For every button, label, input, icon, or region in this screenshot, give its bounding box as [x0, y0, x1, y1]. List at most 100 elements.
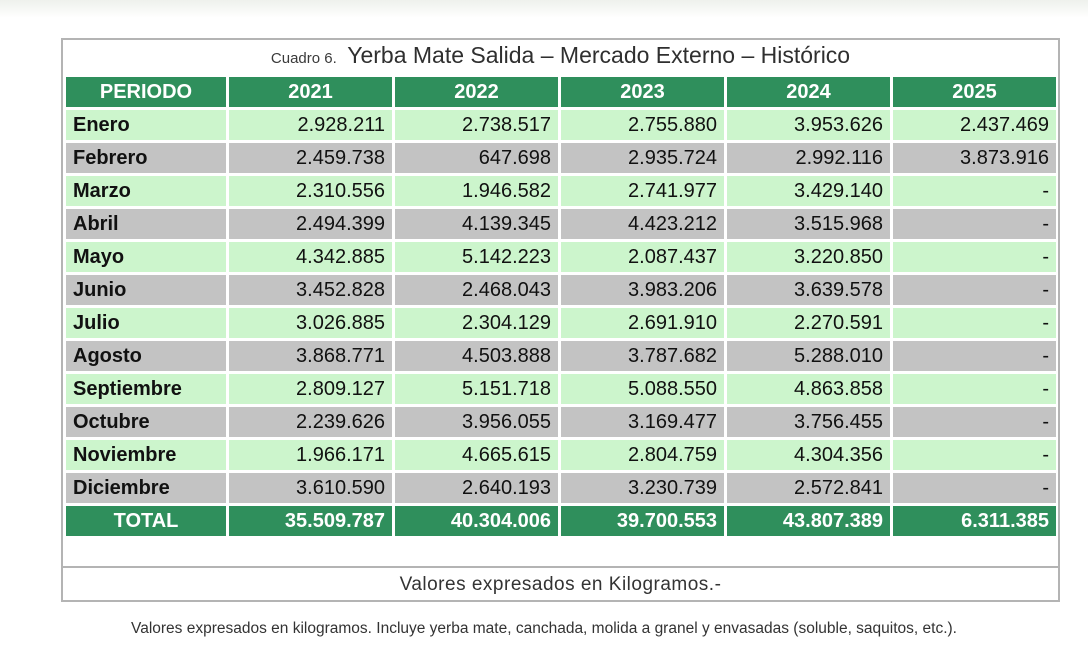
value-cell-2024: 2.270.591: [727, 308, 890, 338]
value-cell-2024: 2.992.116: [727, 143, 890, 173]
month-cell: Octubre: [66, 407, 226, 437]
value-cell-2025: 3.873.916: [893, 143, 1056, 173]
month-cell: Diciembre: [66, 473, 226, 503]
value-cell-2024: 5.288.010: [727, 341, 890, 371]
value-cell-2025: -: [893, 440, 1056, 470]
value-cell-2025: -: [893, 275, 1056, 305]
value-cell-2025: -: [893, 374, 1056, 404]
value-cell-2024: 3.756.455: [727, 407, 890, 437]
month-cell: Abril: [66, 209, 226, 239]
table-caption: Cuadro 6. Yerba Mate Salida – Mercado Ex…: [61, 42, 1060, 74]
top-band: [0, 0, 1088, 18]
value-cell-2021: 1.966.171: [229, 440, 392, 470]
value-cell-2021: 3.610.590: [229, 473, 392, 503]
header-2025: 2025: [893, 77, 1056, 107]
value-cell-2022: 2.468.043: [395, 275, 558, 305]
value-cell-2025: 2.437.469: [893, 110, 1056, 140]
value-cell-2023: 3.230.739: [561, 473, 724, 503]
value-cell-2022: 5.151.718: [395, 374, 558, 404]
value-cell-2025: -: [893, 176, 1056, 206]
header-2023: 2023: [561, 77, 724, 107]
value-cell-2023: 3.983.206: [561, 275, 724, 305]
value-cell-2022: 4.139.345: [395, 209, 558, 239]
value-cell-2023: 3.787.682: [561, 341, 724, 371]
total-2023: 39.700.553: [561, 506, 724, 536]
month-cell: Agosto: [66, 341, 226, 371]
value-cell-2024: 3.953.626: [727, 110, 890, 140]
table-row: Julio 3.026.885 2.304.129 2.691.910 2.270.59…: [66, 308, 1056, 338]
month-cell: Julio: [66, 308, 226, 338]
value-cell-2025: -: [893, 308, 1056, 338]
value-cell-2022: 1.946.582: [395, 176, 558, 206]
total-2024: 43.807.389: [727, 506, 890, 536]
total-label: TOTAL: [66, 506, 226, 536]
month-cell: Junio: [66, 275, 226, 305]
footnote: Valores expresados en kilogramos. Incluy…: [0, 620, 1088, 638]
table-row: Marzo 2.310.556 1.946.582 2.741.977 3.429.14…: [66, 176, 1056, 206]
header-2022: 2022: [395, 77, 558, 107]
value-cell-2023: 4.423.212: [561, 209, 724, 239]
table-row: Diciembre 3.610.590 2.640.193 3.230.739 2.57…: [66, 473, 1056, 503]
value-cell-2025: -: [893, 242, 1056, 272]
table-row: Octubre 2.239.626 3.956.055 3.169.477 3.756.…: [66, 407, 1056, 437]
table-row: Enero 2.928.211 2.738.517 2.755.880 3.953.62…: [66, 110, 1056, 140]
total-2025: 6.311.385: [893, 506, 1056, 536]
value-cell-2021: 2.310.556: [229, 176, 392, 206]
header-2024: 2024: [727, 77, 890, 107]
month-cell: Enero: [66, 110, 226, 140]
month-cell: Febrero: [66, 143, 226, 173]
value-cell-2024: 2.572.841: [727, 473, 890, 503]
units-note: Valores expresados en Kilogramos.-: [61, 570, 1060, 600]
value-cell-2025: -: [893, 407, 1056, 437]
value-cell-2021: 2.239.626: [229, 407, 392, 437]
value-cell-2022: 4.665.615: [395, 440, 558, 470]
value-cell-2021: 2.928.211: [229, 110, 392, 140]
header-2021: 2021: [229, 77, 392, 107]
value-cell-2025: -: [893, 209, 1056, 239]
table-row: Septiembre 2.809.127 5.151.718 5.088.550 4.8…: [66, 374, 1056, 404]
table-row: Agosto 3.868.771 4.503.888 3.787.682 5.288.0…: [66, 341, 1056, 371]
value-cell-2021: 2.494.399: [229, 209, 392, 239]
caption-label: Cuadro 6.: [271, 50, 337, 67]
value-cell-2021: 3.868.771: [229, 341, 392, 371]
caption-title: Yerba Mate Salida – Mercado Externo – Hi…: [347, 42, 850, 68]
table-row: Noviembre 1.966.171 4.665.615 2.804.759 4.30…: [66, 440, 1056, 470]
value-cell-2022: 2.738.517: [395, 110, 558, 140]
value-cell-2024: 4.863.858: [727, 374, 890, 404]
value-cell-2021: 3.026.885: [229, 308, 392, 338]
value-cell-2024: 4.304.356: [727, 440, 890, 470]
value-cell-2021: 4.342.885: [229, 242, 392, 272]
table-row: Abril 2.494.399 4.139.345 4.423.212 3.515.96…: [66, 209, 1056, 239]
value-cell-2022: 3.956.055: [395, 407, 558, 437]
header-row: PERIODO 2021 2022 2023 2024 2025: [66, 77, 1056, 107]
value-cell-2023: 3.169.477: [561, 407, 724, 437]
value-cell-2024: 3.429.140: [727, 176, 890, 206]
table-row: Febrero 2.459.738 647.698 2.935.724 2.992.11…: [66, 143, 1056, 173]
value-cell-2022: 5.142.223: [395, 242, 558, 272]
value-cell-2025: -: [893, 473, 1056, 503]
value-cell-2022: 2.640.193: [395, 473, 558, 503]
value-cell-2022: 2.304.129: [395, 308, 558, 338]
value-cell-2021: 2.459.738: [229, 143, 392, 173]
value-cell-2023: 2.087.437: [561, 242, 724, 272]
value-cell-2025: -: [893, 341, 1056, 371]
value-cell-2024: 3.515.968: [727, 209, 890, 239]
value-cell-2022: 4.503.888: [395, 341, 558, 371]
total-2022: 40.304.006: [395, 506, 558, 536]
value-cell-2023: 2.804.759: [561, 440, 724, 470]
value-cell-2023: 5.088.550: [561, 374, 724, 404]
value-cell-2024: 3.220.850: [727, 242, 890, 272]
value-cell-2022: 647.698: [395, 143, 558, 173]
value-cell-2021: 3.452.828: [229, 275, 392, 305]
units-divider: [61, 566, 1060, 568]
total-row: TOTAL 35.509.787 40.304.006 39.700.553 4…: [66, 506, 1056, 536]
month-cell: Mayo: [66, 242, 226, 272]
value-cell-2023: 2.741.977: [561, 176, 724, 206]
value-cell-2023: 2.755.880: [561, 110, 724, 140]
table-row: Junio 3.452.828 2.468.043 3.983.206 3.639.57…: [66, 275, 1056, 305]
value-cell-2024: 3.639.578: [727, 275, 890, 305]
month-cell: Septiembre: [66, 374, 226, 404]
total-2021: 35.509.787: [229, 506, 392, 536]
month-cell: Noviembre: [66, 440, 226, 470]
value-cell-2021: 2.809.127: [229, 374, 392, 404]
